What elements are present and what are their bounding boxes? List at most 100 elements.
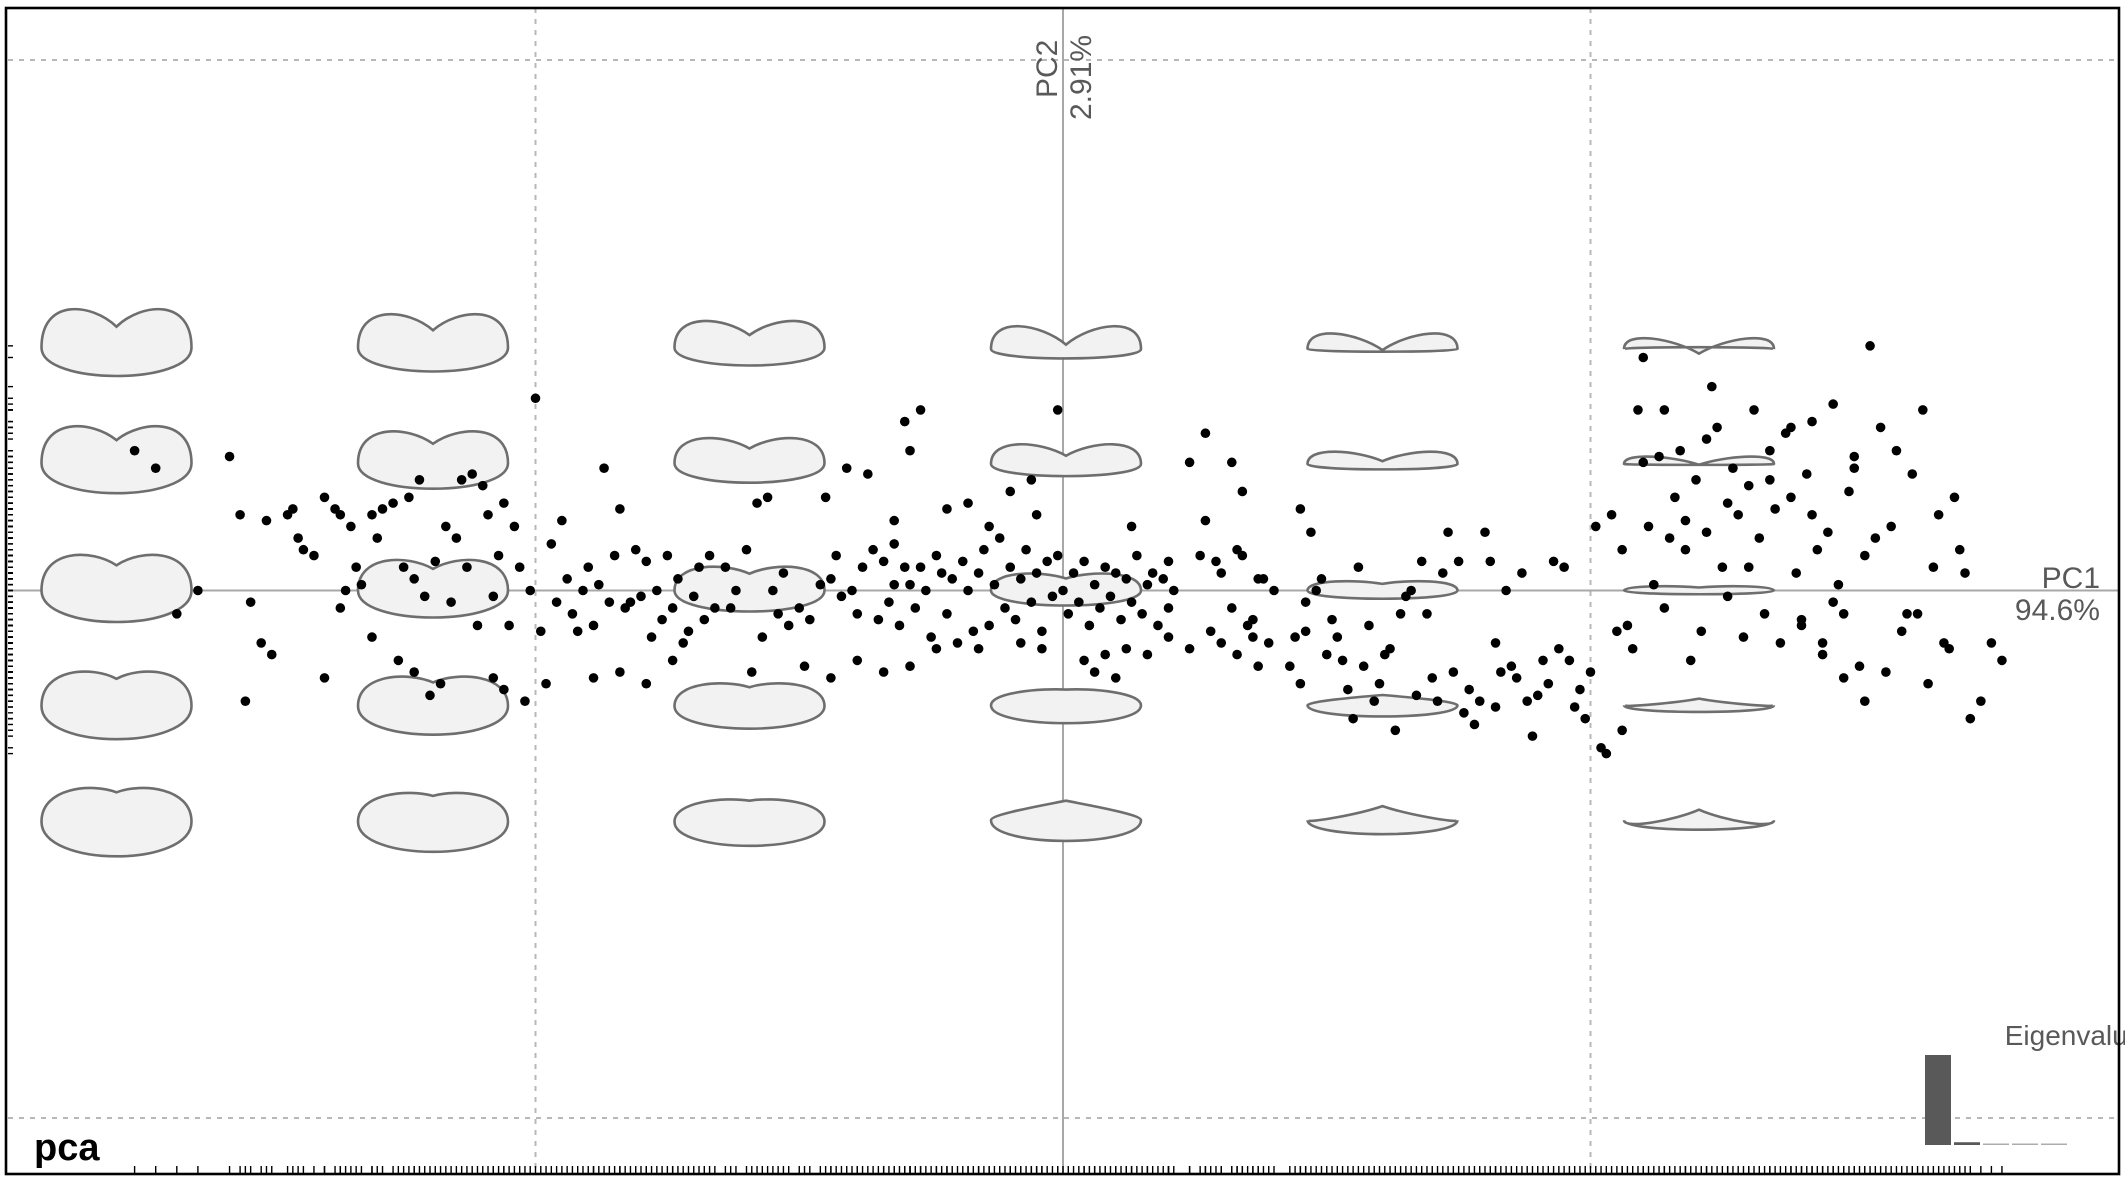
data-point	[1459, 708, 1469, 718]
eigenvalue-bar	[1954, 1142, 1980, 1145]
data-point	[1052, 550, 1063, 561]
data-point	[636, 591, 646, 602]
data-point	[1817, 638, 1828, 648]
data-point	[588, 620, 599, 631]
data-point	[235, 509, 245, 520]
data-point	[615, 504, 625, 514]
data-point	[1490, 638, 1501, 648]
data-point	[1670, 492, 1680, 503]
data-point	[1416, 556, 1427, 567]
data-point	[1532, 690, 1543, 701]
morpho-shape	[356, 558, 510, 619]
data-point	[1928, 562, 1939, 572]
data-point	[1548, 556, 1559, 567]
data-point	[694, 562, 704, 572]
data-point	[836, 591, 847, 602]
data-points	[129, 341, 2007, 759]
data-point	[678, 638, 688, 648]
data-point	[921, 585, 931, 596]
data-point	[873, 614, 884, 625]
data-point	[1791, 568, 1802, 578]
data-point	[1052, 405, 1063, 415]
data-point	[1833, 579, 1844, 590]
morpho-shape	[356, 430, 510, 490]
data-point	[1765, 475, 1775, 485]
morpho-shape	[673, 436, 826, 484]
data-point	[562, 574, 572, 584]
data-point	[572, 626, 583, 637]
data-point	[335, 603, 346, 613]
morpho-shape	[40, 786, 193, 858]
data-point	[1918, 405, 1928, 415]
data-point	[588, 673, 599, 683]
data-point	[404, 492, 414, 503]
data-point	[1105, 591, 1116, 602]
data-point	[1854, 661, 1865, 672]
data-point	[377, 504, 388, 514]
data-point	[1849, 463, 1860, 473]
data-point	[1585, 667, 1596, 677]
data-point	[915, 562, 926, 572]
data-point	[1395, 609, 1406, 619]
data-point	[1923, 678, 1933, 689]
data-point	[1074, 597, 1084, 607]
data-point	[1954, 544, 1965, 555]
data-point	[499, 684, 509, 695]
data-point	[1411, 690, 1422, 701]
data-point	[393, 655, 404, 666]
data-point	[1369, 696, 1380, 706]
data-point	[1063, 609, 1074, 619]
morpho-shape	[989, 799, 1143, 843]
data-point	[1564, 655, 1575, 666]
data-point	[1031, 509, 1042, 520]
data-point	[1722, 498, 1733, 508]
data-point	[973, 568, 984, 578]
data-point	[652, 585, 662, 596]
data-point	[1142, 579, 1153, 590]
morpho-shape	[40, 307, 193, 378]
data-point	[1696, 626, 1707, 637]
data-point	[968, 626, 979, 637]
data-point	[741, 544, 752, 555]
data-point	[1812, 544, 1823, 555]
data-point	[799, 661, 810, 672]
data-point	[1427, 673, 1438, 683]
plot-frame	[4, 6, 2121, 1176]
data-point	[984, 620, 994, 631]
data-point	[1606, 509, 1617, 520]
data-point	[477, 480, 488, 491]
data-point	[456, 475, 467, 485]
data-point	[641, 556, 652, 567]
data-point	[398, 562, 409, 572]
eigenvalues-inset: Eigenvalues	[1925, 1020, 2125, 1145]
morpho-shape	[1622, 697, 1776, 714]
data-point	[1348, 713, 1358, 724]
data-point	[1875, 422, 1886, 433]
data-point	[905, 661, 915, 672]
data-point	[1200, 428, 1211, 439]
data-point	[462, 562, 472, 572]
morpho-shape	[1622, 584, 1776, 596]
data-point	[546, 539, 557, 549]
data-point	[1353, 562, 1364, 572]
data-point	[1912, 609, 1923, 619]
data-point	[1116, 614, 1126, 625]
data-point	[1907, 469, 1918, 479]
data-point	[1316, 574, 1327, 584]
data-point	[1147, 568, 1158, 578]
data-point	[905, 579, 915, 590]
morpho-shape	[1306, 332, 1459, 353]
data-point	[657, 614, 667, 625]
data-point	[1849, 451, 1860, 462]
data-point	[1870, 533, 1881, 543]
data-point	[731, 585, 741, 596]
data-point	[1844, 486, 1854, 497]
morpho-shape	[989, 324, 1143, 360]
data-point	[994, 533, 1005, 543]
data-point	[1612, 626, 1622, 637]
data-point	[1664, 533, 1675, 543]
data-point	[1300, 626, 1311, 637]
data-point	[1722, 591, 1733, 602]
data-point	[1237, 550, 1248, 561]
data-point	[641, 678, 652, 689]
